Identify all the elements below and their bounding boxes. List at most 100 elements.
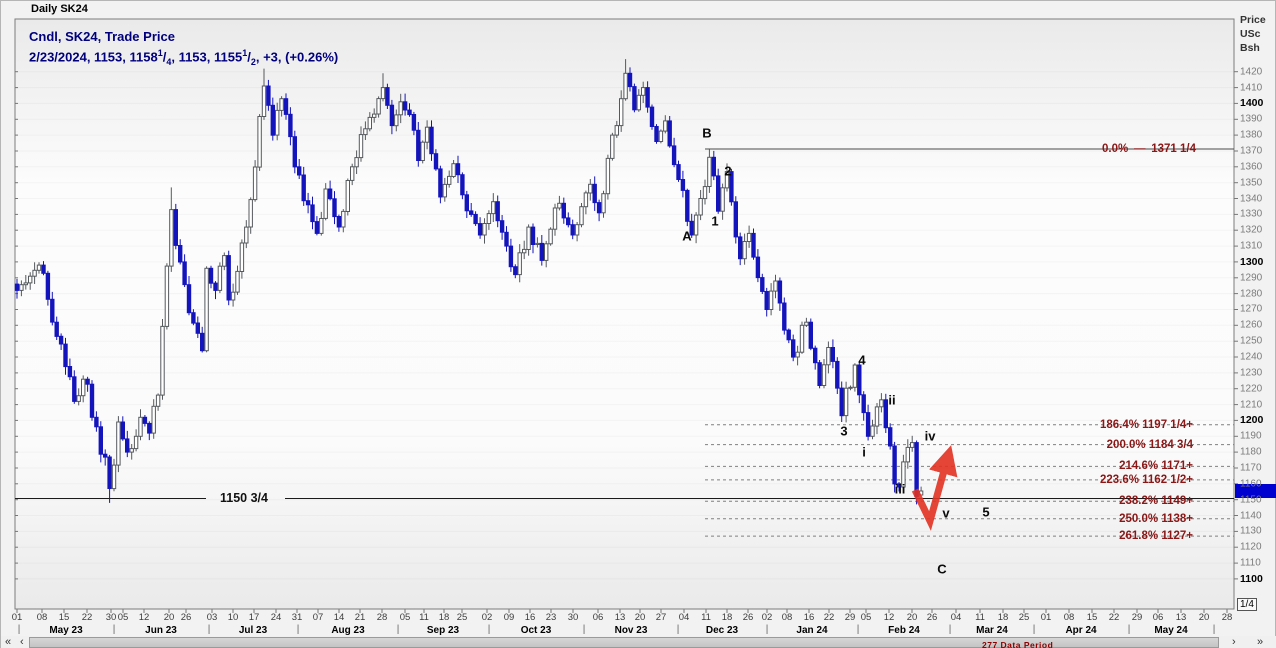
x-tick-day-label: 26 [180, 612, 192, 623]
plot-border [14, 18, 1235, 610]
y-tick-label: 1100 [1240, 572, 1263, 585]
y-tick-label: 1340 [1240, 193, 1263, 205]
y-tick-label: 1120 [1240, 541, 1262, 553]
x-tick-day-label: 02 [481, 612, 493, 623]
y-tick-label: 1370 [1240, 145, 1263, 157]
wave-label-v: v [942, 505, 950, 521]
y-tick-label: 1200 [1240, 414, 1264, 427]
scroll-far-right-button[interactable]: » [1257, 636, 1264, 648]
x-tick-month-label: Jun 23 [145, 625, 177, 636]
y-tick-label: 1400 [1240, 97, 1264, 110]
x-tick-day-label: 07 [312, 612, 324, 623]
fib-level-label: 186.4% 1197 1/4+ [1099, 418, 1193, 431]
legend[interactable]: Cndl, SK24, Trade Price 2/23/2024, 1153,… [29, 28, 338, 71]
x-tick-day-label: 12 [138, 612, 150, 623]
scroll-left-button[interactable]: ‹ [20, 636, 24, 648]
month-separator: | [765, 624, 769, 635]
axis-tick-unit-label: 1/4 [1237, 598, 1257, 611]
x-tick-day-label: 16 [524, 612, 536, 623]
x-tick-day-label: 11 [701, 612, 711, 623]
x-tick-day-label: 05 [860, 612, 872, 623]
x-tick-day-label: 30 [567, 612, 579, 623]
x-tick-day-label: 13 [1175, 612, 1187, 623]
scroll-right-button[interactable]: › [1232, 636, 1236, 648]
x-tick-day-label: 04 [678, 612, 690, 623]
month-separator: | [582, 624, 586, 635]
y-tick-label: 1240 [1240, 351, 1263, 363]
scrollbar-thumb[interactable]: 277 Data Period [29, 637, 1219, 648]
x-tick-day-label: 29 [1131, 612, 1143, 623]
fib-level-label: 250.0% 1138+ [1119, 512, 1193, 525]
month-separator: | [948, 624, 952, 635]
data-period-label: 277 Data Period [982, 640, 1054, 648]
x-tick-day-label: 23 [545, 612, 557, 623]
forecast-arrow [911, 445, 958, 531]
wave-label-A: A [682, 228, 692, 244]
fib-level-label: 200.0% 1184 3/4 [1106, 438, 1193, 451]
scroll-far-left-button[interactable]: « [5, 636, 12, 648]
fib-level-label: 223.6% 1162 1/2+ [1099, 473, 1193, 486]
x-tick-day-label: 16 [803, 612, 815, 623]
x-tick-day-label: 30 [105, 612, 117, 623]
x-tick-day-label: 20 [634, 612, 646, 623]
x-tick-day-label: 10 [227, 612, 239, 623]
x-tick-day-label: 01 [11, 612, 23, 623]
x-tick-month-label: Mar 24 [976, 625, 1008, 636]
y-tick-label: 1190 [1240, 430, 1262, 442]
month-separator: | [296, 624, 300, 635]
month-separator: | [112, 624, 116, 635]
y-tick-label: 1410 [1240, 82, 1263, 94]
x-tick-day-label: 15 [58, 612, 70, 623]
x-tick-month-label: May 24 [1154, 625, 1188, 636]
month-separator: | [207, 624, 211, 635]
fib-level-label: 238.2% 1149+ [1119, 495, 1193, 508]
x-tick-month-label: Apr 24 [1065, 625, 1097, 636]
x-tick-month-label: Sep 23 [426, 625, 460, 636]
month-separator: | [676, 624, 680, 635]
y-tick-label: 1420 [1240, 66, 1263, 78]
x-tick-day-label: 04 [950, 612, 962, 623]
y-axis-unit: Price [1240, 14, 1266, 26]
y-tick-label: 1230 [1240, 367, 1263, 379]
y-tick-label: 1360 [1240, 161, 1263, 173]
wave-label-iv: iv [924, 428, 936, 444]
current-price-marker [1235, 484, 1276, 498]
y-axis-title: Price USc Bsh [1240, 13, 1266, 55]
y-tick-label: 1180 [1240, 446, 1262, 458]
wave-label-2: 2 [724, 163, 732, 179]
x-tick-day-label: 24 [270, 612, 282, 623]
wave-label-ii: ii [888, 392, 896, 408]
x-tick-day-label: 05 [399, 612, 411, 623]
x-tick-day-label: 22 [81, 612, 93, 623]
y-tick-label: 1300 [1240, 255, 1264, 268]
wave-label-3: 3 [840, 423, 848, 439]
x-tick-month-label: Jan 24 [796, 625, 828, 636]
x-tick-day-label: 25 [1018, 612, 1030, 623]
x-tick-month-label: Feb 24 [888, 625, 920, 636]
x-tick-day-label: 26 [742, 612, 754, 623]
x-tick-day-label: 29 [844, 612, 856, 623]
y-tick-label: 1150 [1240, 494, 1262, 506]
y-tick-label: 1270 [1240, 303, 1263, 315]
horizontal-scrollbar[interactable]: « ‹ 277 Data Period › » [1, 636, 1276, 648]
x-tick-month-label: Nov 23 [614, 625, 648, 636]
x-tick-day-label: 25 [456, 612, 468, 623]
x-tick-day-label: 18 [997, 612, 1009, 623]
y-tick-label: 1210 [1240, 399, 1263, 411]
month-separator: | [1212, 624, 1216, 635]
y-tick-label: 1330 [1240, 208, 1263, 220]
x-tick-day-label: 14 [333, 612, 345, 623]
x-tick-day-label: 03 [206, 612, 218, 623]
x-tick-day-label: 31 [291, 612, 303, 623]
wave-label-4: 4 [858, 352, 866, 368]
x-tick-day-label: 09 [503, 612, 515, 623]
x-tick-day-label: 22 [1108, 612, 1120, 623]
chart-tab-title[interactable]: Daily SK24 [31, 3, 88, 15]
x-tick-day-label: 13 [614, 612, 626, 623]
legend-line1: Cndl, SK24, Trade Price [29, 29, 175, 44]
legend-line2-ohlc: 2/23/2024, 1153, 11581/4, 1153, 11551/2,… [29, 48, 339, 67]
x-tick-day-label: 27 [655, 612, 667, 623]
fib-level-label: 0.0% — 1371 1/4 [1102, 143, 1196, 155]
